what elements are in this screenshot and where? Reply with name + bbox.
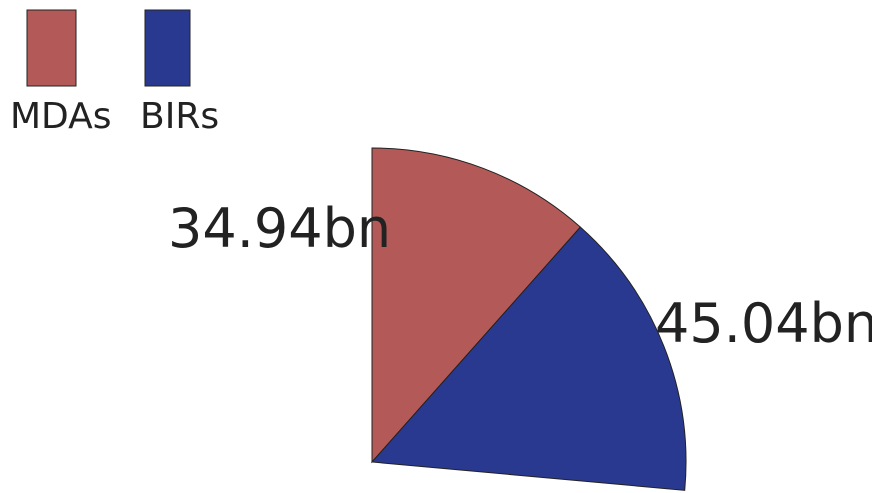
value-label: 34.94bn (168, 197, 391, 260)
legend-label: BIRs (140, 96, 219, 137)
pie-slice (371, 147, 582, 464)
legend-swatch (144, 9, 191, 87)
pie-slice (370, 226, 687, 491)
legend-label: MDAs (10, 96, 112, 137)
legend-swatch (26, 9, 77, 87)
value-label: 45.04bn (655, 292, 872, 355)
